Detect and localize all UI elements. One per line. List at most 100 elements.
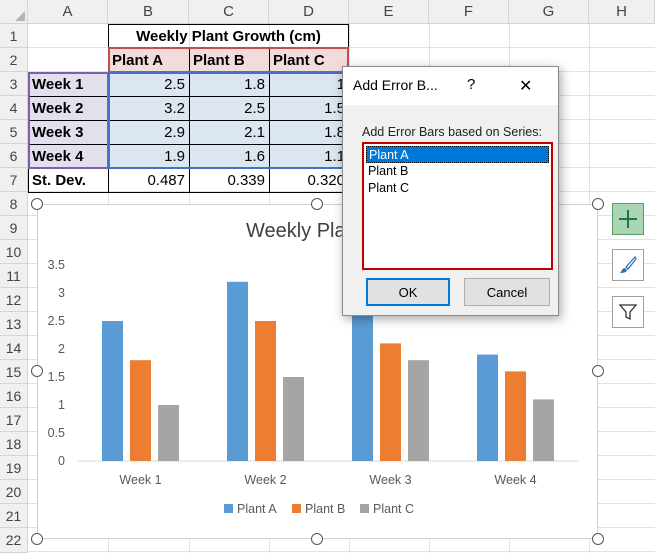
row-header[interactable]: 3 (0, 72, 28, 96)
row-header[interactable]: 18 (0, 432, 28, 456)
row-header[interactable]: 7 (0, 168, 28, 192)
stdev-cell-plant-b[interactable]: 0.339 (227, 171, 265, 189)
legend-swatch-plant-b (292, 504, 301, 513)
bar-plant-c (408, 360, 429, 461)
table-title[interactable]: Weekly Plant Growth (cm) (136, 27, 321, 45)
dialog-titlebar[interactable]: Add Error B... ? ✕ (343, 67, 558, 105)
row-header[interactable]: 19 (0, 456, 28, 480)
resize-handle-e[interactable] (592, 365, 604, 377)
row-label-cell[interactable]: Week 1 (32, 75, 84, 93)
select-all-corner[interactable] (0, 0, 28, 24)
value-cell-plant-b[interactable]: 1.8 (244, 75, 265, 93)
x-category-label: Week 2 (244, 473, 286, 487)
chart-styles-button[interactable] (612, 249, 644, 281)
series-option-plant-c[interactable]: Plant C (368, 181, 409, 195)
row-header[interactable]: 4 (0, 96, 28, 120)
column-header-f[interactable]: F (429, 0, 509, 24)
row-label-cell[interactable]: Week 3 (32, 123, 84, 141)
row-header[interactable]: 11 (0, 264, 28, 288)
y-tick-label: 2.5 (48, 314, 65, 328)
series-listbox[interactable]: Plant A Plant B Plant C (362, 142, 553, 270)
row-header[interactable]: 13 (0, 312, 28, 336)
chart-elements-button[interactable] (612, 203, 644, 235)
row-header[interactable]: 12 (0, 288, 28, 312)
legend-swatch-plant-a (224, 504, 233, 513)
column-header-a[interactable]: A (28, 0, 108, 24)
bar-plant-a (102, 321, 123, 461)
row-label-cell[interactable]: Week 2 (32, 99, 84, 117)
row-header[interactable]: 6 (0, 144, 28, 168)
row-header[interactable]: 20 (0, 480, 28, 504)
resize-handle-sw[interactable] (31, 533, 43, 545)
value-cell-plant-b[interactable]: 1.6 (244, 147, 265, 165)
row-header[interactable]: 2 (0, 48, 28, 72)
ok-button[interactable]: OK (366, 278, 450, 306)
resize-handle-n[interactable] (311, 198, 323, 210)
row-header[interactable]: 22 (0, 528, 28, 553)
bar-plant-a (352, 298, 373, 461)
value-cell-plant-a[interactable]: 3.2 (164, 99, 185, 117)
row-header[interactable]: 21 (0, 504, 28, 528)
row-header[interactable]: 14 (0, 336, 28, 360)
column-header-c[interactable]: C (189, 0, 269, 24)
legend-swatch-plant-c (360, 504, 369, 513)
help-icon[interactable]: ? (467, 76, 476, 93)
stdev-cell-plant-a[interactable]: 0.487 (147, 171, 185, 189)
series-option-plant-a[interactable]: Plant A (366, 146, 549, 163)
series-option-plant-b[interactable]: Plant B (368, 164, 409, 178)
resize-handle-nw[interactable] (31, 198, 43, 210)
x-category-label: Week 3 (369, 473, 411, 487)
row-header[interactable]: 15 (0, 360, 28, 384)
stdev-cell-plant-c[interactable]: 0.320 (307, 171, 345, 189)
row-header[interactable]: 8 (0, 192, 28, 216)
bar-plant-c (533, 399, 554, 461)
bar-plant-b (255, 321, 276, 461)
value-cell-plant-b[interactable]: 2.5 (244, 99, 265, 117)
row-header[interactable]: 10 (0, 240, 28, 264)
brush-icon (620, 255, 637, 273)
chart-area[interactable]: Weekly Plant Gr 0 0.5 1 1.5 2 2.5 3 3.5 Week 1 Wee… (37, 204, 598, 539)
y-tick-label: 0 (58, 454, 65, 468)
header-plant-b[interactable]: Plant B (193, 51, 245, 69)
resize-handle-se[interactable] (592, 533, 604, 545)
header-plant-c[interactable]: Plant C (273, 51, 325, 69)
dialog-title: Add Error B... (353, 77, 438, 93)
value-cell-plant-c[interactable]: 1.8 (324, 123, 345, 141)
value-cell-plant-c[interactable]: 1.5 (324, 99, 345, 117)
value-cell-plant-b[interactable]: 2.1 (244, 123, 265, 141)
resize-handle-w[interactable] (31, 365, 43, 377)
row-header[interactable]: 9 (0, 216, 28, 240)
bar-plant-a (477, 354, 498, 461)
row-header[interactable]: 1 (0, 24, 28, 48)
header-fill (108, 48, 349, 72)
chart-filters-button[interactable] (612, 296, 644, 328)
cancel-button[interactable]: Cancel (464, 278, 550, 306)
row-label-cell[interactable]: Week 4 (32, 147, 84, 165)
row-header[interactable]: 17 (0, 408, 28, 432)
bar-plant-c (283, 377, 304, 461)
column-header-e[interactable]: E (349, 0, 429, 24)
value-cell-plant-c[interactable]: 1.1 (324, 147, 345, 165)
row-header[interactable]: 5 (0, 120, 28, 144)
funnel-icon (618, 304, 638, 321)
column-header-h[interactable]: H (589, 0, 655, 24)
column-header-d[interactable]: D (269, 0, 349, 24)
column-header-b[interactable]: B (108, 0, 189, 24)
column-header-g[interactable]: G (509, 0, 589, 24)
close-icon[interactable]: ✕ (519, 78, 533, 95)
row-header[interactable]: 16 (0, 384, 28, 408)
value-cell-plant-c[interactable]: 1 (336, 75, 345, 93)
stdev-label-cell[interactable]: St. Dev. (32, 171, 86, 189)
resize-handle-ne[interactable] (592, 198, 604, 210)
legend-label: Plant B (305, 502, 345, 516)
value-cell-plant-a[interactable]: 2.5 (164, 75, 185, 93)
bar-plant-b (380, 343, 401, 461)
value-cell-plant-a[interactable]: 1.9 (164, 147, 185, 165)
header-plant-a[interactable]: Plant A (112, 51, 164, 69)
plus-icon (619, 210, 637, 228)
value-cell-plant-a[interactable]: 2.9 (164, 123, 185, 141)
resize-handle-s[interactable] (311, 533, 323, 545)
bar-plant-c (158, 405, 179, 461)
x-category-label: Week 4 (494, 473, 536, 487)
legend-label: Plant A (237, 502, 277, 516)
